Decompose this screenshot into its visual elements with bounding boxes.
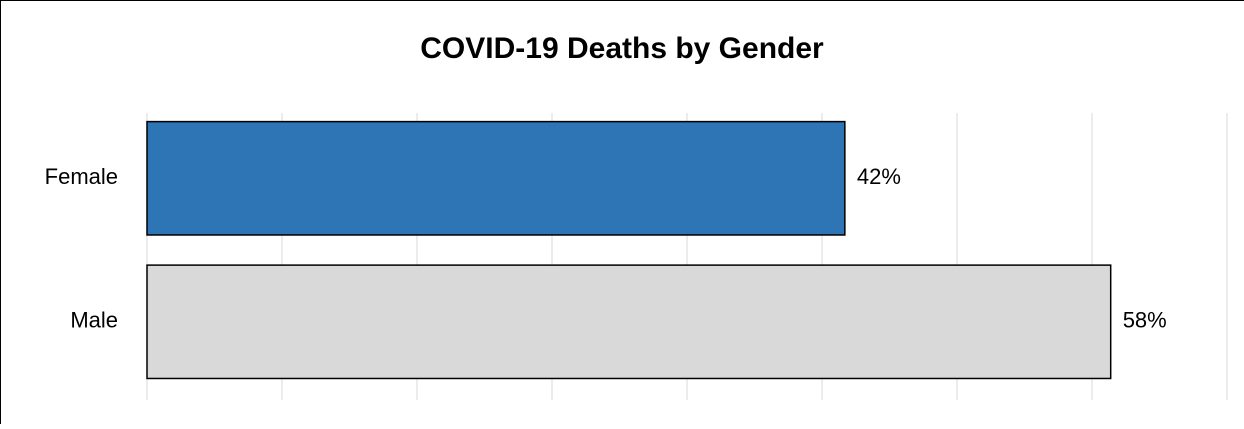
y-tick-label: Female [45, 164, 118, 189]
bar [147, 265, 1111, 378]
chart-title: COVID-19 Deaths by Gender [420, 32, 824, 65]
value-label: 58% [1123, 308, 1167, 333]
bar [147, 122, 845, 235]
value-label: 42% [857, 164, 901, 189]
y-tick-label: Male [70, 308, 118, 333]
